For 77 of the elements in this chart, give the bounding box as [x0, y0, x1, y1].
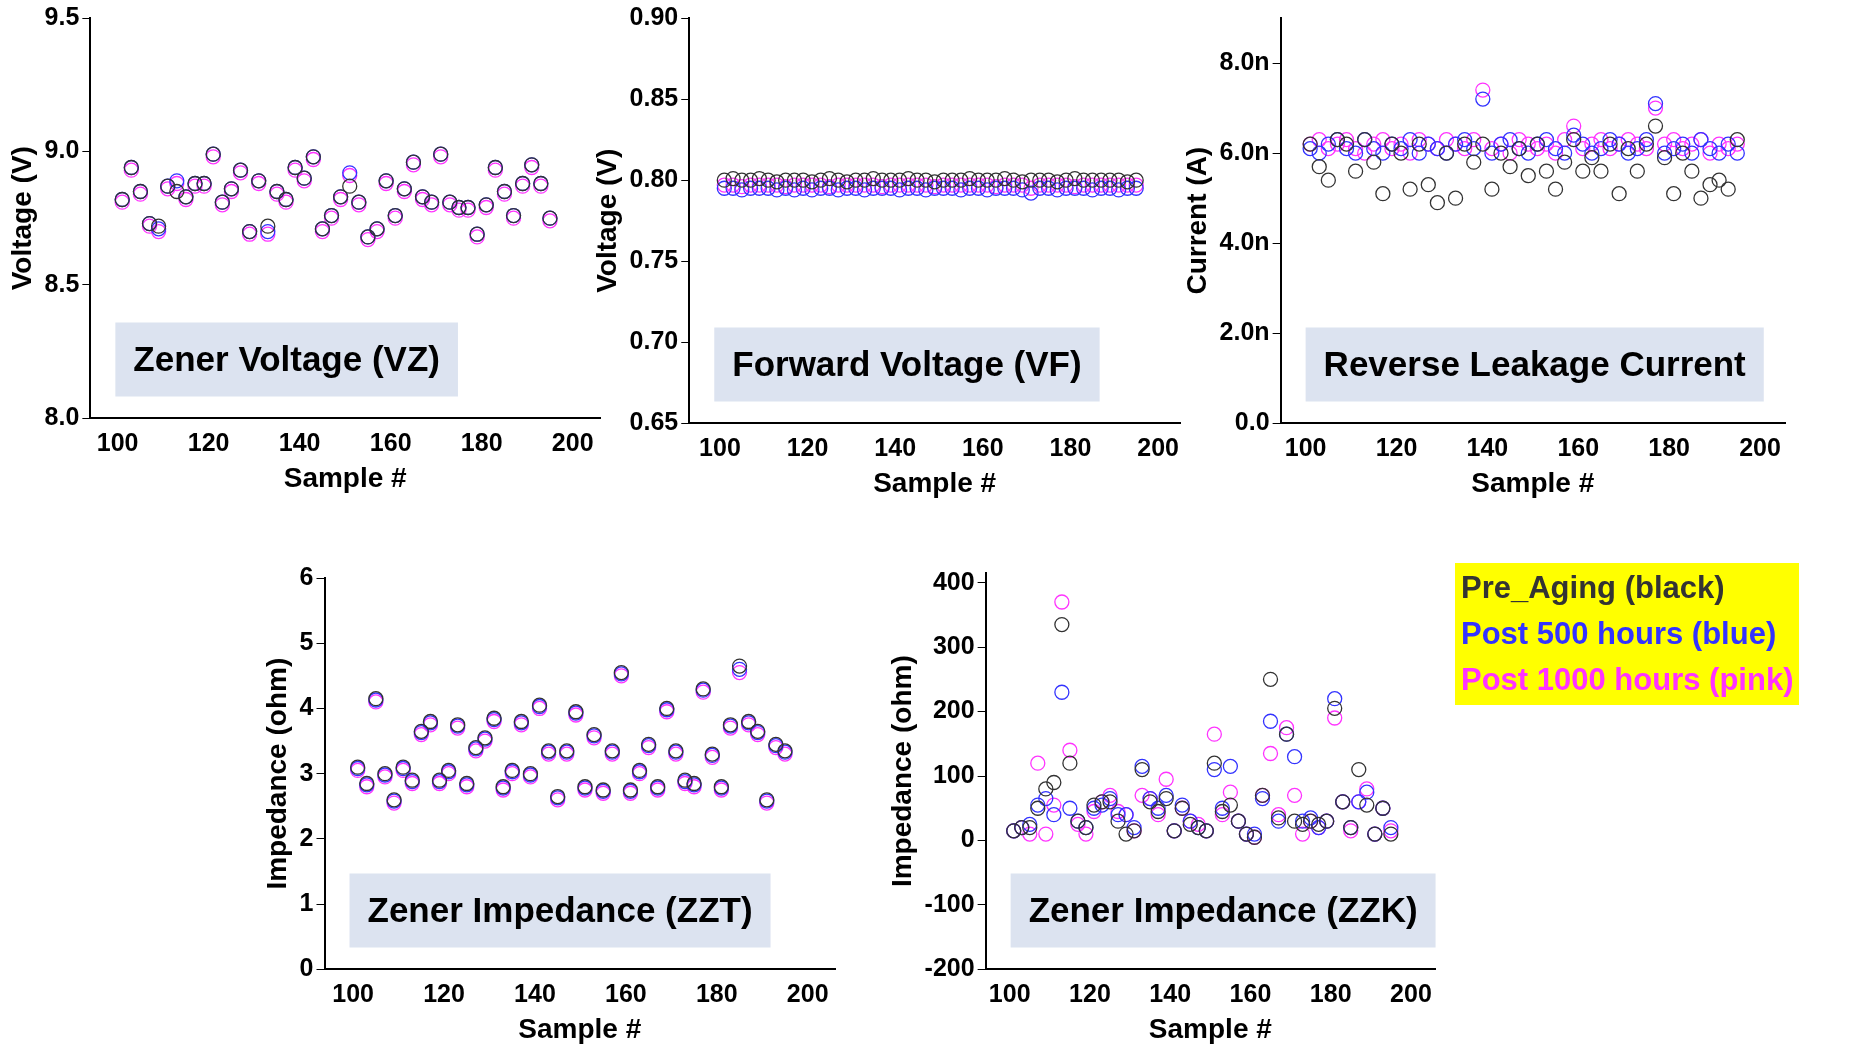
y-axis-title: Voltage (V) — [5, 146, 37, 291]
text: Zener Voltage (VZ) — [133, 339, 440, 379]
y-tick-label: 0.75 — [629, 245, 679, 274]
x-tick-label: 160 — [369, 428, 412, 457]
x-tick-label: 200 — [1739, 433, 1781, 462]
x-tick-label: 140 — [514, 979, 556, 1008]
x-tick-label: 160 — [1557, 433, 1600, 462]
y-tick-label: 6 — [299, 561, 314, 590]
x-tick-label: 160 — [1229, 979, 1272, 1008]
x-tick-label: 180 — [1309, 979, 1352, 1008]
x-tick-label: 100 — [1284, 433, 1327, 462]
y-tick-label: 6.0n — [1219, 137, 1270, 166]
x-tick-label: 140 — [874, 433, 917, 462]
y-tick-label: 0.0 — [1234, 407, 1270, 436]
x-tick-label: 100 — [96, 428, 139, 457]
x-tick-label: 100 — [332, 979, 374, 1008]
x-tick-label: 200 — [1137, 433, 1179, 462]
y-tick-label: 9.0 — [44, 135, 80, 164]
x-tick-label: 200 — [786, 979, 829, 1008]
y-tick-label: 9.5 — [44, 1, 80, 30]
text: Reverse Leakage Current — [1323, 344, 1747, 384]
text: Zener Impedance (ZZT) — [367, 890, 753, 930]
x-tick-label: 100 — [988, 979, 1031, 1008]
y-axis-title: Current (A) — [1180, 146, 1212, 295]
y-tick-label: -200 — [924, 953, 975, 982]
x-axis-title: Sample # — [1471, 466, 1595, 498]
y-tick-label: 3 — [299, 757, 314, 786]
x-tick-label: 200 — [1390, 979, 1432, 1008]
text: Zener Impedance (ZZK) — [1028, 890, 1418, 930]
x-tick-label: 180 — [460, 428, 503, 457]
x-tick-label: 140 — [1149, 979, 1192, 1008]
y-tick-label: 0 — [960, 824, 975, 853]
text: Forward Voltage (VF) — [732, 344, 1082, 384]
x-tick-label: 100 — [699, 433, 741, 462]
y-tick-label: 0.90 — [629, 1, 679, 30]
y-tick-label: 2 — [299, 822, 314, 851]
y-tick-label: 4 — [299, 692, 314, 721]
y-tick-label: 0 — [299, 953, 314, 982]
y-tick-label: -100 — [924, 888, 975, 917]
y-tick-label: 300 — [932, 631, 975, 660]
y-axis-title: Impedance (ohm) — [885, 655, 917, 888]
x-tick-label: 120 — [1375, 433, 1418, 462]
y-tick-label: 0.80 — [629, 164, 679, 193]
x-tick-label: 120 — [786, 433, 829, 462]
x-tick-label: 140 — [278, 428, 321, 457]
y-tick-label: 1 — [299, 888, 314, 917]
y-tick-label: 0.85 — [629, 82, 679, 111]
x-axis-title: Sample # — [873, 466, 997, 498]
x-tick-label: 180 — [1648, 433, 1690, 462]
y-tick-label: 200 — [932, 695, 975, 724]
x-tick-label: 120 — [423, 979, 465, 1008]
y-axis-title: Impedance (ohm) — [260, 657, 292, 890]
y-tick-label: 5 — [299, 627, 314, 656]
x-tick-label: 180 — [1049, 433, 1092, 462]
y-tick-label: 100 — [932, 759, 975, 788]
text: Post 1000 hours (pink) — [1461, 661, 1794, 699]
x-tick-label: 160 — [605, 979, 647, 1008]
x-axis-title: Sample # — [518, 1012, 642, 1044]
x-tick-label: 160 — [961, 433, 1004, 462]
text: Post 500 hours (blue) — [1461, 615, 1778, 653]
y-tick-label: 8.5 — [44, 268, 80, 297]
x-tick-label: 120 — [1069, 979, 1111, 1008]
y-tick-label: 0.70 — [629, 326, 679, 355]
x-axis-title: Sample # — [283, 461, 408, 493]
x-tick-label: 180 — [695, 979, 738, 1008]
y-tick-label: 400 — [932, 566, 975, 595]
x-tick-label: 200 — [551, 428, 594, 457]
y-tick-label: 4.0n — [1219, 227, 1270, 256]
x-axis-title: Sample # — [1148, 1012, 1273, 1044]
text: Pre_Aging (black) — [1461, 569, 1726, 607]
y-tick-label: 0.65 — [629, 407, 679, 436]
y-axis-title: Voltage (V) — [590, 148, 622, 293]
x-tick-label: 140 — [1466, 433, 1509, 462]
y-tick-label: 8.0 — [44, 402, 80, 431]
y-tick-label: 8.0n — [1219, 46, 1270, 75]
x-tick-label: 120 — [187, 428, 230, 457]
y-tick-label: 2.0n — [1219, 317, 1270, 346]
